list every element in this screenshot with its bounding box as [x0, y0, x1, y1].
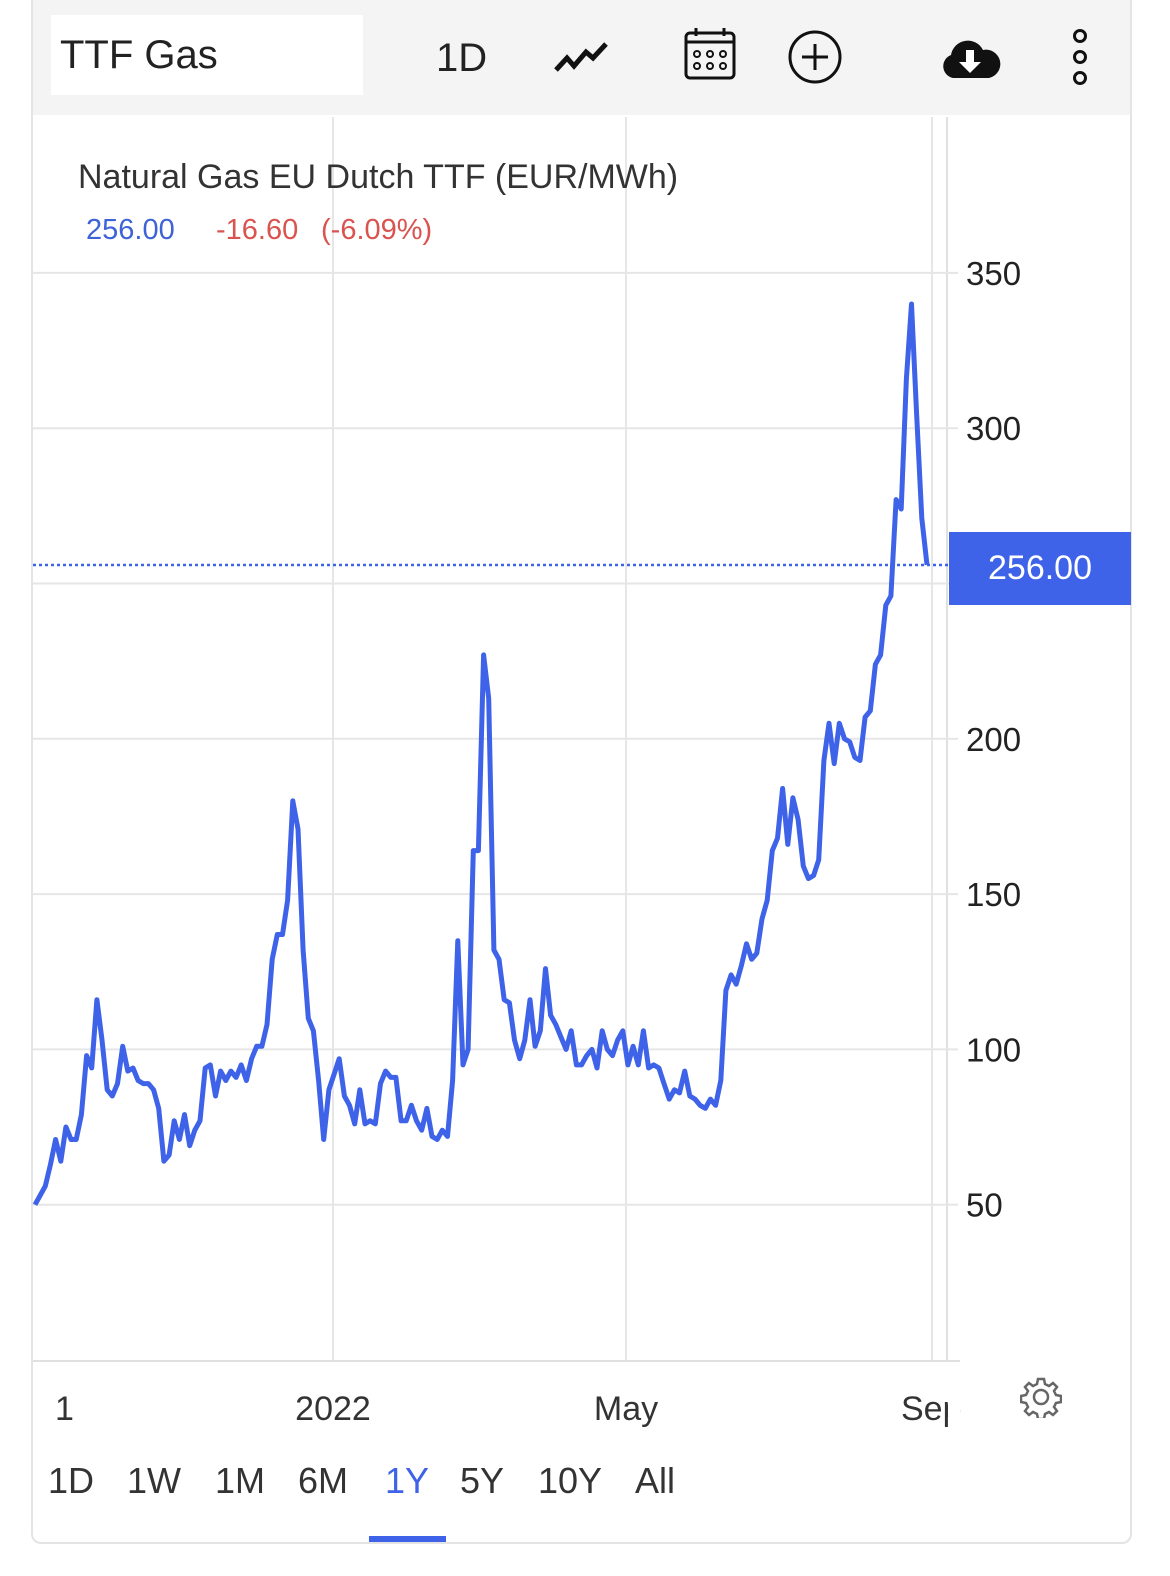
price-change-percent: (-6.09%): [321, 214, 433, 246]
last-price-label: 256.00: [949, 532, 1131, 605]
selected-range-indicator: [369, 1536, 446, 1542]
calendar-icon[interactable]: [684, 27, 736, 81]
gear-icon[interactable]: [1020, 1376, 1062, 1418]
axis-clip-mask: [948, 1370, 960, 1430]
x-tick-label: May: [594, 1390, 658, 1428]
y-tick-label: 200: [966, 721, 1021, 758]
range-tab-all[interactable]: All: [635, 1460, 676, 1501]
x-tick-label: 1: [55, 1390, 74, 1428]
chart-title: Natural Gas EU Dutch TTF (EUR/MWh): [78, 158, 679, 196]
range-tab-1m[interactable]: 1M: [215, 1460, 266, 1501]
last-price: 256.00: [86, 214, 175, 246]
range-tab-1w[interactable]: 1W: [127, 1460, 181, 1501]
add-circle-icon[interactable]: [787, 29, 843, 85]
chart-type-line-icon[interactable]: [553, 40, 609, 76]
more-vertical-icon[interactable]: [1068, 28, 1092, 86]
y-tick-label: 150: [966, 876, 1021, 913]
chart-widget: [31, 0, 1132, 1544]
y-tick-label: 300: [966, 410, 1021, 447]
range-tab-10y[interactable]: 10Y: [538, 1460, 603, 1501]
price-change: -16.60: [216, 214, 299, 246]
range-tab-6m[interactable]: 6M: [298, 1460, 349, 1501]
interval-selector[interactable]: 1D: [436, 36, 488, 80]
cloud-download-icon[interactable]: [939, 36, 1001, 80]
range-tab-5y[interactable]: 5Y: [460, 1460, 505, 1501]
y-tick-label: 350: [966, 255, 1021, 292]
x-tick-label: 2022: [295, 1390, 371, 1428]
symbol-input[interactable]: TTF Gas: [51, 15, 363, 95]
y-tick-label: 50: [966, 1187, 1003, 1224]
range-tab-1d[interactable]: 1D: [48, 1460, 95, 1501]
range-tab-1y[interactable]: 1Y: [385, 1460, 430, 1501]
y-tick-label: 100: [966, 1031, 1021, 1068]
price-series-line: [32, 301, 930, 1206]
